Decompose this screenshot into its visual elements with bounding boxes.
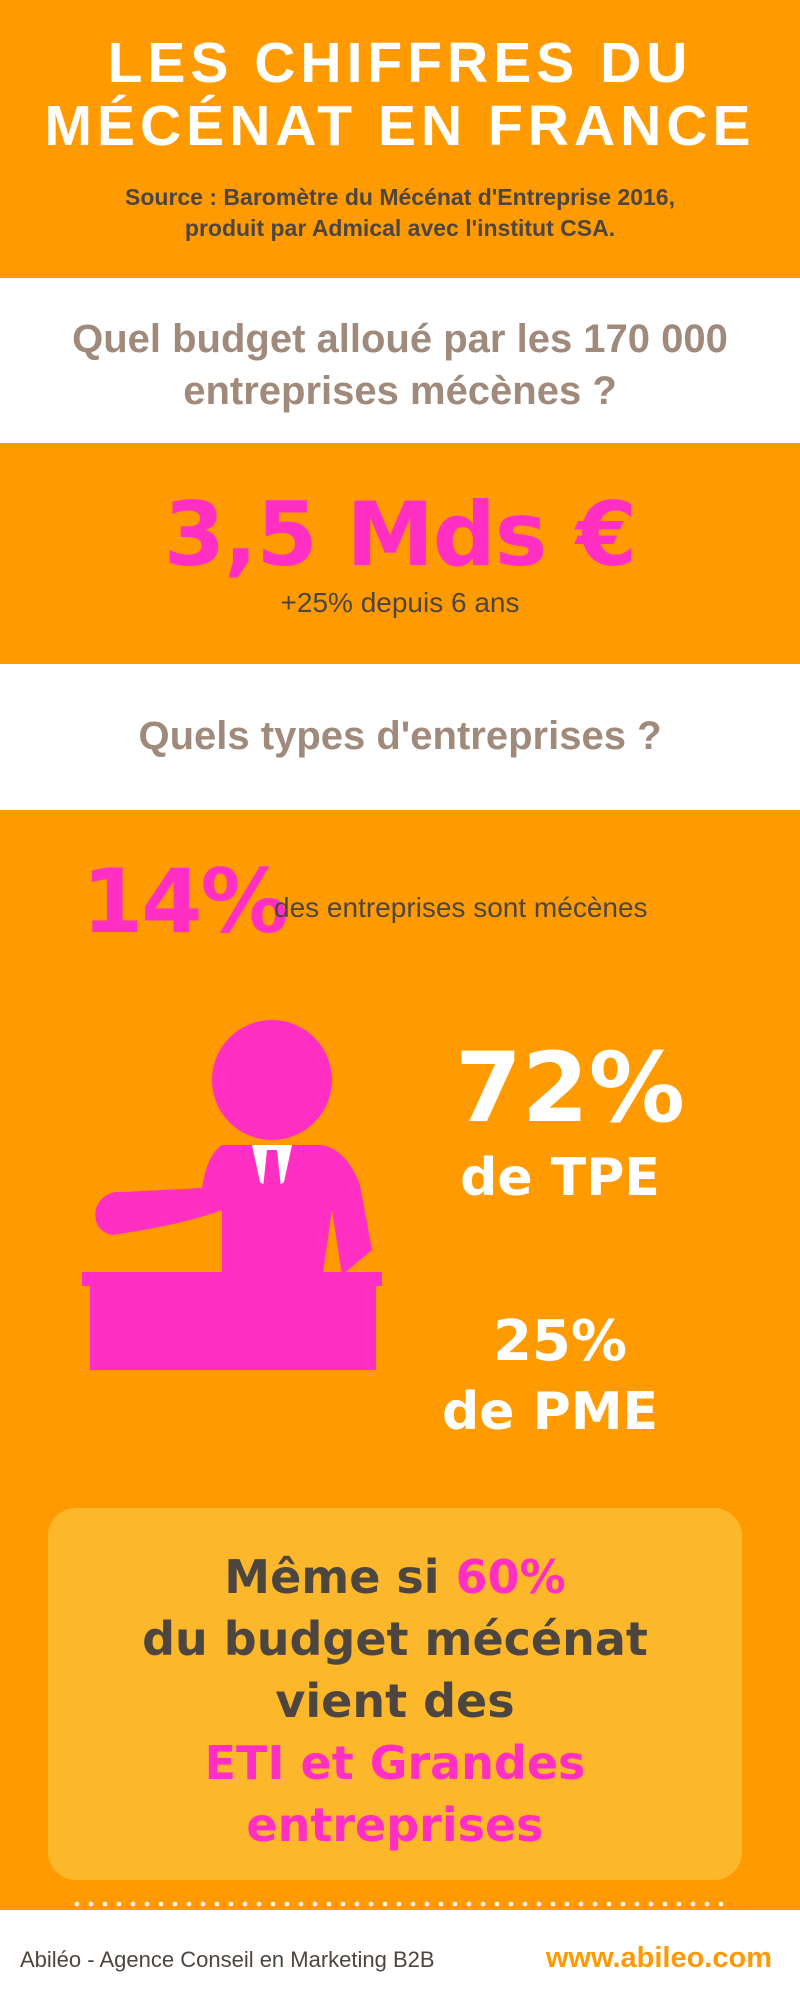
pme-value: 25% [492, 1309, 628, 1374]
types-section: 14% des entreprises sont mécènes 72% de … [0, 810, 800, 1910]
callout-line-4: ETI et Grandes [204, 1736, 586, 1790]
budget-amount: 3,5 Mds € [163, 483, 637, 586]
source-note: Source : Baromètre du Mécénat d'Entrepri… [0, 182, 800, 244]
page-title: LES CHIFFRES DU MÉCÉNAT EN FRANCE [0, 32, 800, 158]
budget-growth: +25% depuis 6 ans [280, 587, 520, 618]
mecene-share-label: des entreprises sont mécènes [274, 892, 648, 923]
callout-line-2: du budget mécénat [142, 1612, 648, 1666]
header-section: LES CHIFFRES DU MÉCÉNAT EN FRANCE Source… [0, 0, 800, 278]
budget-question-section: Quel budget alloué par les 170 000 entre… [0, 278, 800, 443]
agency-name: Abiléo - Agence Conseil en Marketing B2B [20, 1947, 435, 1972]
budget-question-line-2: entreprises mécènes ? [183, 369, 617, 413]
title-line-2: MÉCÉNAT EN FRANCE [44, 94, 756, 158]
mecene-share-value: 14% [82, 850, 289, 953]
budget-callout: Même si 60% du budget mécénat vient des … [48, 1508, 742, 1880]
website-link[interactable]: www.abileo.com [545, 1942, 772, 1974]
source-line-1: Source : Baromètre du Mécénat d'Entrepri… [125, 184, 675, 210]
budget-question-line-1: Quel budget alloué par les 170 000 [72, 317, 728, 361]
tpe-label: de TPE [460, 1148, 660, 1208]
callout-prefix: Même si [224, 1550, 456, 1604]
businessman-at-desk-icon [82, 1020, 382, 1370]
callout-line-3: vient des [275, 1674, 515, 1728]
types-question: Quels types d'entreprises ? [138, 714, 662, 758]
callout-line-5: entreprises [246, 1798, 544, 1852]
title-line-1: LES CHIFFRES DU [107, 31, 693, 95]
budget-section: 3,5 Mds € +25% depuis 6 ans [0, 443, 800, 664]
callout-highlight: 60% [455, 1550, 566, 1604]
dotted-divider [70, 1900, 730, 1908]
callout-line-1: Même si 60% [48, 1546, 742, 1608]
footer: Abiléo - Agence Conseil en Marketing B2B… [0, 1910, 800, 2000]
source-line-2: produit par Admical avec l'institut CSA. [184, 215, 616, 241]
types-question-section: Quels types d'entreprises ? [0, 664, 800, 810]
tpe-value: 72% [455, 1032, 685, 1144]
budget-question: Quel budget alloué par les 170 000 entre… [0, 313, 800, 417]
pme-label: de PME [442, 1382, 658, 1442]
